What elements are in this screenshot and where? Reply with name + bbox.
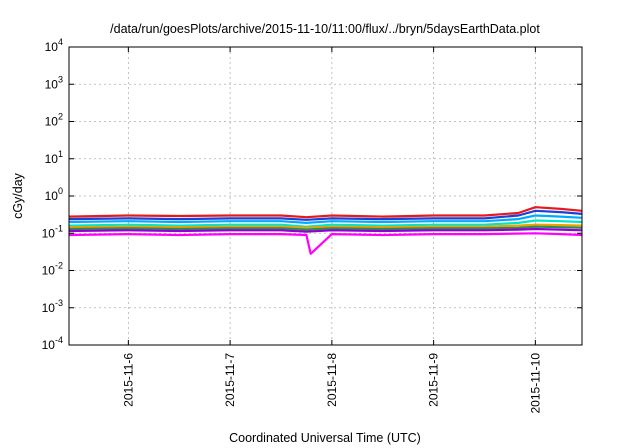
x-tick-label: 2015-11-6 — [121, 353, 135, 407]
series-line-0 — [68, 206, 583, 219]
series-line-7 — [68, 232, 583, 255]
x-tick-label: 2015-11-7 — [223, 353, 237, 407]
series-line-6 — [68, 227, 583, 233]
series-line-5 — [68, 225, 583, 231]
y-tick-label: 102 — [45, 112, 63, 129]
y-tick-label: 10-4 — [42, 335, 63, 352]
y-tick-label: 10-1 — [42, 223, 63, 240]
grid — [69, 47, 582, 345]
series-line-4 — [68, 223, 583, 229]
series-line-2 — [68, 214, 583, 224]
y-axis-label: cGy/day — [11, 172, 25, 219]
y-tick-label: 104 — [45, 37, 63, 54]
y-tick-label: 103 — [45, 74, 63, 91]
y-tick-label: 100 — [45, 186, 63, 203]
x-axis-label: Coordinated Universal Time (UTC) — [229, 431, 421, 445]
series-layer — [68, 206, 583, 255]
x-tick-label: 2015-11-10 — [528, 353, 542, 414]
y-axis-ticks: 104 103 102 101 100 10-1 10-2 10-3 10-4 — [42, 37, 582, 352]
x-axis-ticks: 2015-11-6 2015-11-7 2015-11-8 2015-11-9 2015… — [121, 47, 542, 414]
chart-title: /data/run/goesPlots/archive/2015-11-10/1… — [110, 22, 540, 36]
y-tick-label: 10-3 — [42, 298, 63, 315]
x-tick-label: 2015-11-8 — [325, 353, 339, 407]
x-tick-label: 2015-11-9 — [427, 353, 441, 407]
y-tick-label: 10-2 — [42, 261, 63, 278]
y-tick-label: 101 — [45, 149, 63, 166]
series-line-1 — [68, 209, 583, 221]
series-line-3 — [68, 219, 583, 228]
